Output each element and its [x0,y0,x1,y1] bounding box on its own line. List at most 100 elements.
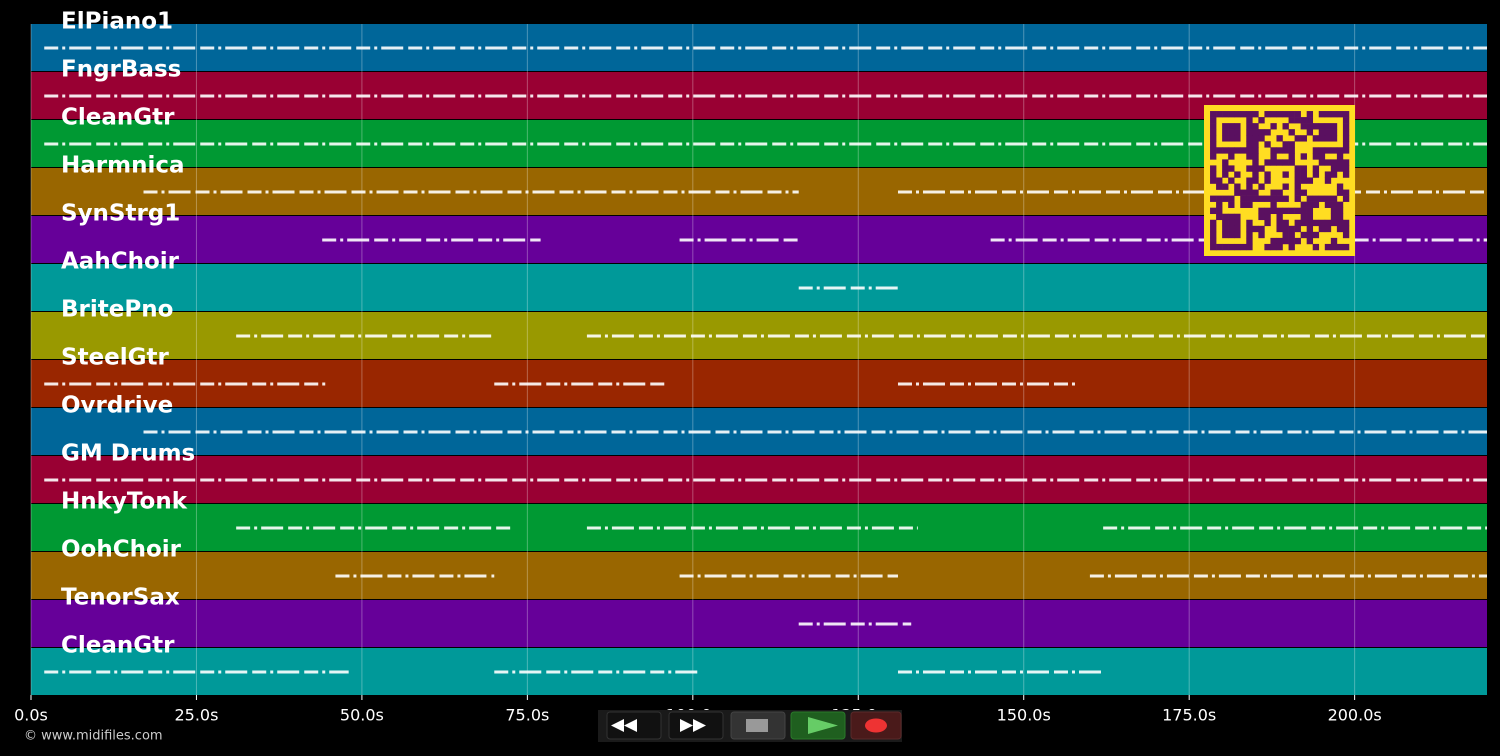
qr-cell [1210,171,1217,178]
qr-cell [1240,189,1247,196]
qr-cell [1252,153,1259,160]
qr-cell [1294,183,1301,190]
qr-cell [1312,165,1320,172]
qr-cell [1252,135,1259,142]
qr-cell [1288,237,1295,245]
qr-cell [1210,237,1217,245]
qr-cell [1300,153,1307,160]
qr-cell [1252,195,1259,202]
qr-cell [1246,117,1253,124]
qr-cell [1282,147,1289,154]
qr-cell [1330,243,1338,251]
x-tick-label: 150.0s [997,706,1051,725]
qr-cell [1222,231,1229,239]
qr-cell [1288,141,1295,148]
qr-cell [1324,135,1332,142]
fast-forward-button[interactable] [668,711,724,740]
qr-cell [1222,129,1229,136]
rewind-button[interactable] [606,711,662,740]
qr-cell [1300,207,1307,215]
qr-cell [1336,219,1344,227]
qr-cell [1300,201,1307,208]
qr-cell [1306,237,1314,245]
qr-cell [1306,213,1314,221]
qr-cell [1300,123,1307,130]
track-label: CleanGtr [61,105,175,131]
qr-cell [1330,129,1338,136]
qr-cell [1294,225,1301,233]
qr-cell [1336,111,1344,118]
qr-cell [1210,243,1217,251]
qr-cell [1270,123,1277,130]
qr-cell [1288,117,1295,124]
qr-cell [1294,111,1301,118]
qr-cell [1234,135,1241,142]
qr-cell [1342,117,1350,124]
track-label: Ovrdrive [61,393,173,419]
qr-cell [1222,135,1229,142]
qr-cell [1270,147,1277,154]
qr-cell [1330,201,1338,208]
play-button[interactable] [790,711,846,740]
qr-cell [1294,171,1301,178]
qr-cell [1228,231,1235,239]
qr-cell [1258,183,1265,190]
qr-cell [1246,189,1253,196]
qr-cell [1342,195,1350,202]
qr-cell [1276,135,1283,142]
stop-button[interactable] [730,711,786,740]
qr-cell [1324,201,1332,208]
copyright: © www.midifiles.com [24,729,163,744]
qr-cell [1234,183,1241,190]
qr-cell [1252,147,1259,154]
qr-cell [1306,231,1314,239]
qr-cell [1246,243,1253,251]
qr-cell [1288,225,1295,233]
qr-cell [1228,177,1235,184]
track-label: Harmnica [61,153,185,179]
qr-cell [1222,111,1229,118]
qr-cell [1258,129,1265,136]
qr-cell [1330,219,1338,227]
qr-cell [1210,195,1217,202]
qr-cell [1210,147,1217,154]
track-label: BritePno [61,297,173,323]
qr-cell [1246,225,1253,233]
qr-cell [1276,225,1283,233]
qr-cell [1276,195,1283,202]
qr-cell [1312,135,1320,142]
qr-cell [1222,213,1229,221]
qr-cell [1234,219,1241,227]
qr-cell [1246,141,1253,148]
qr-cell [1258,165,1265,172]
qr-cell [1312,195,1320,202]
qr-cell [1216,147,1223,154]
qr-cell [1210,177,1217,184]
qr-cell [1306,177,1314,184]
record-button[interactable] [850,711,902,740]
qr-cell [1276,213,1283,221]
qr-cell [1324,243,1332,251]
qr-cell [1282,159,1289,166]
qr-cell [1324,123,1332,130]
qr-cell [1282,111,1289,118]
qr-cell [1246,153,1253,160]
track-label: ElPiano1 [61,9,173,35]
qr-cell [1234,225,1241,233]
qr-cell [1210,165,1217,172]
qr-cell [1288,147,1295,154]
qr-cell [1306,219,1314,227]
qr-cell [1282,123,1289,130]
qr-cell [1270,243,1277,251]
qr-cell [1270,195,1277,202]
qr-cell [1210,129,1217,136]
qr-cell [1234,171,1241,178]
qr-cell [1258,135,1265,142]
qr-cell [1246,177,1253,184]
qr-cell [1342,123,1350,130]
qr-cell [1282,183,1289,190]
track-label: AahChoir [61,249,180,275]
lane [31,264,1487,311]
qr-cell [1252,123,1259,130]
